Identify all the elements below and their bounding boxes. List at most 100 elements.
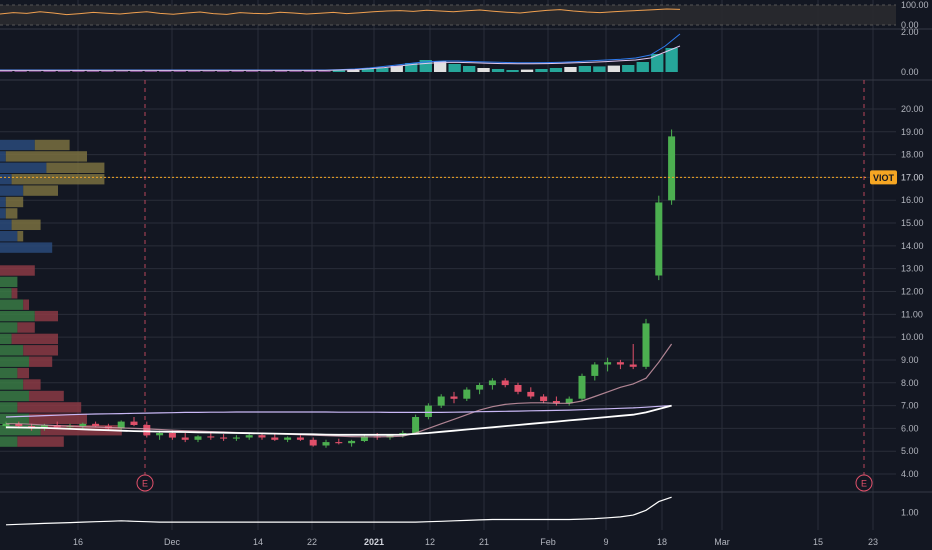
- price-tick-label: 16.00: [901, 195, 924, 205]
- candle-body: [92, 423, 100, 427]
- price-tick-label: 13.00: [901, 264, 924, 274]
- profile-bar-up: [0, 413, 29, 424]
- profile-bar-up: [0, 402, 18, 413]
- candle-body: [284, 437, 292, 440]
- profile-bar-up: [0, 276, 18, 288]
- lower-indicator-panel: [5, 496, 672, 526]
- time-tick-label: 12: [425, 537, 435, 547]
- time-tick-label: 23: [868, 537, 878, 547]
- histogram-bar: [14, 70, 27, 72]
- candle-body: [117, 421, 125, 429]
- profile-bar-up: [0, 367, 18, 379]
- oscillator-tick-label: 100.00: [901, 0, 929, 10]
- histogram-bar: [274, 70, 288, 72]
- histogram-bar: [405, 63, 418, 72]
- candle-body: [2, 423, 10, 427]
- histogram-bar: [173, 70, 186, 72]
- price-tick-label: 5.00: [901, 446, 919, 456]
- candle-body: [130, 421, 138, 425]
- candle-body: [335, 442, 343, 444]
- histogram-bar: [217, 71, 230, 72]
- histogram-line: [0, 45, 681, 71]
- lower-indicator-line: [5, 496, 672, 526]
- histogram-bar: [506, 70, 519, 72]
- histogram-bar: [651, 54, 664, 72]
- price-axis[interactable]: 100.000.002.000.0020.0019.0018.0017.0016…: [870, 0, 929, 518]
- candle-body: [540, 396, 548, 402]
- candle-body: [207, 436, 215, 438]
- volume-histogram-panel: [0, 33, 681, 72]
- candle-body: [245, 435, 253, 438]
- time-tick-label: 15: [813, 537, 823, 547]
- candle-body: [168, 433, 176, 438]
- time-tick-label: Mar: [714, 537, 730, 547]
- price-tick-label: 19.00: [901, 127, 924, 137]
- candle-body: [527, 391, 535, 397]
- histogram-bar: [463, 66, 476, 72]
- price-tick-label: 9.00: [901, 355, 919, 365]
- price-tick-label: 20.00: [901, 104, 924, 114]
- candle-body: [463, 389, 471, 399]
- profile-bar-down: [0, 265, 35, 276]
- histogram-bar: [231, 70, 244, 72]
- volume-profile: [0, 139, 122, 447]
- histogram-bar: [144, 71, 157, 72]
- earnings-marker: [136, 474, 154, 492]
- profile-bar-down: [17, 402, 82, 413]
- moving-average-line: [6, 343, 673, 438]
- candle-body: [514, 385, 522, 392]
- oscillator-band: [0, 5, 896, 25]
- profile-bar-up: [0, 231, 18, 242]
- candle-body: [642, 323, 650, 367]
- candle-body: [552, 401, 560, 404]
- last-price-label: 17.00: [901, 172, 924, 182]
- time-axis[interactable]: 16 Dec 14 22 2021 12 21 Feb 9 18 Mar 15 23: [73, 537, 878, 547]
- histogram-bar: [246, 71, 259, 72]
- time-tick-label: 16: [73, 537, 83, 547]
- price-tick-label: 10.00: [901, 332, 924, 342]
- histogram-bar: [578, 66, 591, 72]
- candle-body: [322, 442, 330, 446]
- profile-bar-down: [11, 219, 41, 230]
- time-tick-label: 2021: [364, 537, 384, 547]
- histogram-bar: [361, 69, 374, 72]
- moving-averages: [5, 343, 673, 438]
- histogram-bar: [622, 65, 635, 72]
- earnings-marker: [855, 474, 873, 492]
- time-tick-label: Feb: [540, 537, 556, 547]
- profile-bar-down: [34, 139, 70, 151]
- candle-body: [668, 136, 676, 201]
- candle-body: [194, 436, 202, 440]
- histogram-bar: [434, 61, 447, 72]
- candle-body: [450, 396, 458, 399]
- candle-body: [604, 362, 612, 365]
- profile-bar-down: [11, 333, 59, 345]
- profile-bar-up: [0, 390, 29, 402]
- time-tick-label: Dec: [164, 537, 181, 547]
- histogram-bar: [520, 69, 534, 72]
- profile-bar-down: [29, 413, 87, 424]
- price-tick-label: 6.00: [901, 423, 919, 433]
- oscillator-panel: [0, 4, 896, 26]
- earnings-marker-label: E: [861, 479, 867, 489]
- histogram-bar: [130, 70, 143, 72]
- oscillator-line: [0, 8, 681, 16]
- histogram-bar: [491, 69, 505, 72]
- profile-bar-up: [0, 322, 18, 333]
- histogram-bar: [101, 71, 114, 72]
- candle-body: [424, 405, 432, 417]
- histogram-bar: [115, 71, 128, 72]
- candle-body: [232, 437, 240, 439]
- profile-bar-up: [0, 196, 6, 208]
- histogram-bar: [72, 70, 85, 72]
- candle-body: [360, 436, 368, 441]
- time-tick-label: 18: [657, 537, 667, 547]
- histogram-bar: [43, 70, 56, 72]
- candle-body: [220, 437, 228, 439]
- ticker-label: VIOT: [873, 173, 895, 183]
- profile-bar-up: [0, 208, 6, 219]
- price-tick-label: 7.00: [901, 401, 919, 411]
- profile-bar-down: [40, 425, 122, 436]
- histogram-bar: [636, 62, 649, 72]
